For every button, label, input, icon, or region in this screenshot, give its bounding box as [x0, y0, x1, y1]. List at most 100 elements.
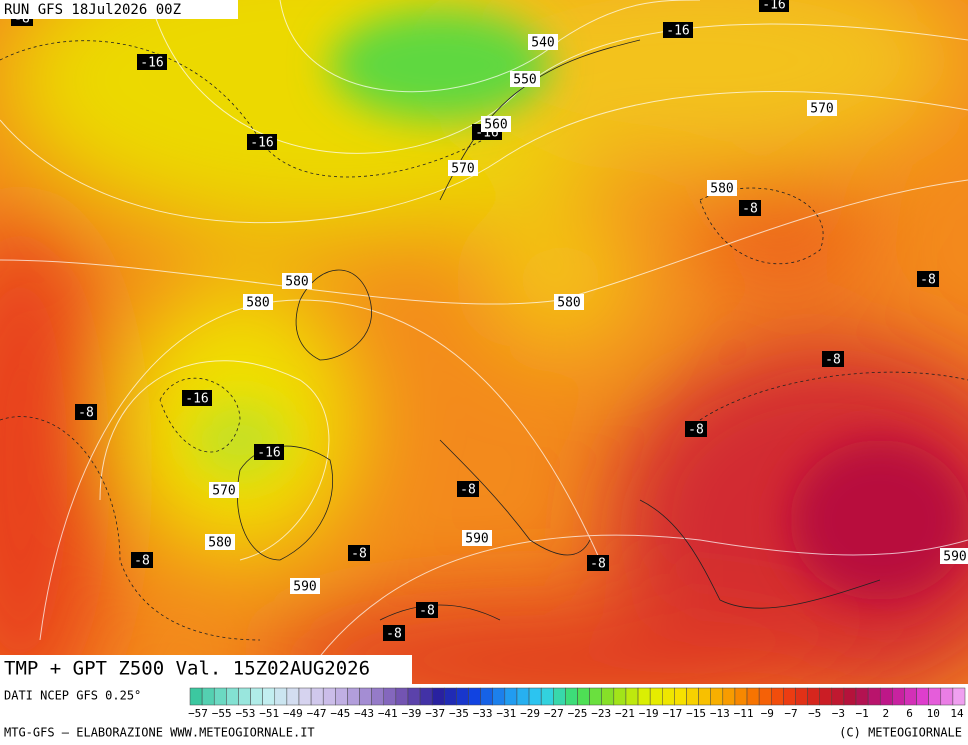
data-source: DATI NCEP GFS 0.25°: [4, 689, 141, 703]
temperature-label: -8: [351, 547, 367, 562]
height-label: 590: [293, 580, 316, 595]
scale-label: −19: [639, 707, 659, 720]
height-label: 580: [710, 182, 733, 197]
scale-label: −33: [473, 707, 493, 720]
height-label-box: [510, 71, 540, 87]
temperature-label-box: [663, 22, 693, 38]
scale-swatch: [456, 687, 469, 706]
scale-label: −47: [307, 707, 327, 720]
scale-label: −57: [188, 707, 208, 720]
temperature-label-box: [457, 481, 479, 497]
height-label-box: [940, 548, 968, 564]
scale-swatch: [589, 687, 602, 706]
scale-label: 6: [906, 707, 913, 720]
height-label: 590: [943, 550, 966, 565]
scale-swatch: [347, 687, 360, 706]
temperature-label-box: [759, 0, 789, 12]
height-label: 540: [531, 36, 554, 51]
scale-swatch: [613, 687, 627, 706]
scale-swatch: [298, 687, 312, 706]
scale-swatch: [831, 687, 845, 706]
scale-label: −3: [832, 707, 845, 720]
scale-label: −13: [710, 707, 730, 720]
scale-swatch: [916, 687, 929, 706]
temperature-label: -8: [134, 554, 150, 569]
scale-label: −39: [402, 707, 422, 720]
scale-label: −31: [496, 707, 516, 720]
scale-swatch: [310, 687, 324, 706]
scale-label: −43: [354, 707, 374, 720]
coastlines: [237, 39, 881, 621]
temperature-label: -16: [185, 392, 208, 407]
height-label-box: [448, 160, 478, 176]
temperature-label: -8: [920, 273, 936, 288]
scale-label: −17: [662, 707, 682, 720]
scale-swatch: [262, 687, 276, 706]
scale-swatch: [274, 687, 288, 706]
temperature-label: -8: [825, 353, 841, 368]
scale-swatch: [468, 687, 481, 706]
scale-label: −7: [784, 707, 797, 720]
scale-swatch: [250, 687, 263, 706]
scale-swatch: [892, 687, 905, 706]
scale-swatch: [734, 687, 748, 706]
scale-label: −27: [544, 707, 564, 720]
scale-label: −51: [259, 707, 279, 720]
temperature-label-box: [685, 421, 707, 437]
temperature-contours: [0, 40, 968, 641]
height-label: 570: [451, 162, 474, 177]
scale-swatch: [686, 687, 699, 706]
temperature-label: -16: [762, 0, 785, 13]
scale-swatch: [746, 687, 760, 706]
scale-label: −41: [378, 707, 398, 720]
temperature-label-box: [131, 552, 153, 568]
scale-swatch: [601, 687, 615, 706]
temperature-label: -8: [386, 627, 402, 642]
temperature-label: -16: [666, 24, 689, 39]
height-label-box: [282, 273, 312, 289]
scale-swatch: [940, 687, 954, 706]
scale-label: −15: [686, 707, 706, 720]
scale-label: 2: [883, 707, 890, 720]
scale-swatch: [674, 687, 687, 706]
scale-swatch: [904, 687, 917, 706]
scale-swatch: [528, 687, 542, 706]
scale-swatch: [189, 687, 203, 706]
scale-swatch: [637, 687, 651, 706]
scale-swatch: [855, 687, 869, 706]
height-label-box: [528, 34, 558, 50]
scale-swatch: [419, 687, 433, 706]
scale-label: −49: [283, 707, 303, 720]
temperature-label-box: [348, 545, 370, 561]
height-label-box: [243, 294, 273, 310]
temperature-label-box: [254, 444, 284, 460]
temperature-label-box: [383, 625, 405, 641]
height-label: 580: [285, 275, 308, 290]
scale-label: −21: [615, 707, 635, 720]
height-label-box: [205, 534, 235, 550]
scale-swatch: [504, 687, 518, 706]
scale-swatch: [201, 687, 215, 706]
temperature-label: -8: [460, 483, 476, 498]
run-label: RUN GFS 18Jul2026 00Z: [4, 2, 181, 18]
scale-swatch: [516, 687, 530, 706]
height-label: 570: [810, 102, 833, 117]
scale-label: −23: [591, 707, 611, 720]
scale-swatch: [710, 687, 724, 706]
scale-swatch: [771, 687, 784, 706]
scale-swatch: [540, 687, 554, 706]
temperature-label-box: [587, 555, 609, 571]
scale-label: −45: [330, 707, 350, 720]
scale-swatch: [807, 687, 820, 706]
temperature-label-box: [416, 602, 438, 618]
scale-swatch: [758, 687, 772, 706]
scale-swatch: [322, 687, 336, 706]
scale-swatch: [335, 687, 348, 706]
temperature-label-box: [75, 404, 97, 420]
temperature-label: -16: [250, 136, 273, 151]
height-label-box: [807, 100, 837, 116]
scale-label: −37: [425, 707, 445, 720]
scale-swatch: [359, 687, 372, 706]
scale-label: −5: [808, 707, 821, 720]
